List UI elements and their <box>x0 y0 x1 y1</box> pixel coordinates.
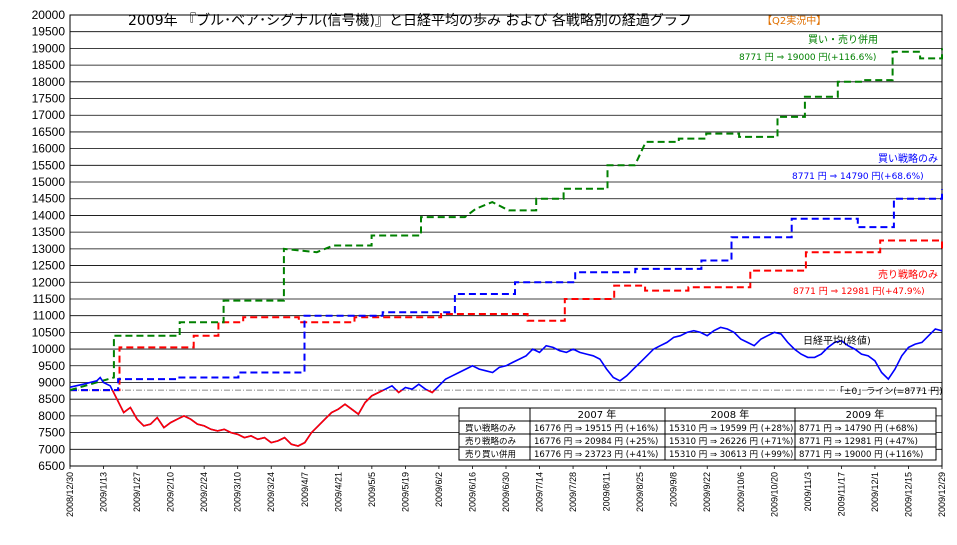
y-tick-label: 18000 <box>32 75 66 89</box>
x-tick-label: 2009/7/28 <box>568 472 578 512</box>
annotation-buy-detail: 8771 円 ⇒ 14790 円(+68.6%) <box>792 171 924 182</box>
y-tick-label: 8500 <box>38 392 65 406</box>
y-tick-label: 16000 <box>32 142 66 156</box>
x-tick-label: 2009/12/15 <box>903 472 913 517</box>
annotation-both-title: 買い・売り併用 <box>808 33 878 46</box>
table-row-label: 売り買い併用 <box>465 449 516 460</box>
x-tick-label: 2009/1/13 <box>99 472 109 512</box>
y-tick-label: 14500 <box>32 192 66 206</box>
table-cell: 8771 円 ⇒ 19000 円 (+116%) <box>799 450 923 460</box>
status-badge: 【Q2実況中】 <box>762 14 826 27</box>
y-tick-label: 7000 <box>38 442 65 456</box>
baseline-label: 「±0」ライン(=8771 円) <box>835 386 943 397</box>
table-cell: 8771 円 ⇒ 12981 円 (+47%) <box>799 437 918 447</box>
summary-table: 2007 年 2008 年 2009 年 買い戦略のみ 16776 円 ⇒ 19… <box>458 407 937 461</box>
table-cell: 15310 円 ⇒ 30613 円 (+99%) <box>669 450 793 460</box>
table-cell: 16776 円 ⇒ 20984 円 (+25%) <box>534 437 658 447</box>
y-tick-label: 12000 <box>32 275 66 289</box>
x-axis-ticks: 2008/12/30 2009/1/13 2009/1/27 2009/2/10 200… <box>65 466 947 517</box>
y-tick-label: 14000 <box>32 208 66 222</box>
x-tick-label: 2009/9/8 <box>669 472 679 507</box>
x-tick-label: 2009/11/3 <box>803 472 813 511</box>
y-tick-label: 9000 <box>38 375 65 389</box>
x-tick-label: 2009/12/29 <box>937 472 947 517</box>
plot-area <box>69 14 943 467</box>
y-axis-ticks: 6500 7000 7500 8000 8500 9000 9500 10000 10500 11… <box>32 8 66 473</box>
y-tick-label: 13000 <box>32 242 66 256</box>
y-tick-label: 8000 <box>38 409 65 423</box>
annotation-sell-detail: 8771 円 ⇒ 12981 円(+47.9%) <box>793 286 925 297</box>
x-tick-label: 2009/8/25 <box>635 472 645 512</box>
table-header-2009: 2009 年 <box>846 408 885 421</box>
x-tick-label: 2009/6/2 <box>434 472 444 507</box>
chart-title: 2009年 『ブル･ベア･シグナル(信号機)』と日経平均の歩み および 各戦略別… <box>128 12 692 29</box>
table-cell: 15310 円 ⇒ 26226 円 (+71%) <box>669 437 793 447</box>
table-header-2008: 2008 年 <box>711 408 750 421</box>
y-tick-label: 13500 <box>32 225 66 239</box>
annotation-both-detail: 8771 円 ⇒ 19000 円(+116.6%) <box>739 52 876 63</box>
y-tick-label: 17500 <box>32 92 66 106</box>
y-tick-label: 19000 <box>32 41 66 55</box>
y-tick-label: 16500 <box>32 125 66 139</box>
annotation-sell-title: 売り戦略のみ <box>878 268 938 281</box>
series-layer <box>69 48 943 447</box>
x-tick-label: 2009/4/21 <box>333 472 343 512</box>
x-tick-label: 2009/3/24 <box>266 472 276 512</box>
x-tick-label: 2009/7/14 <box>535 472 545 512</box>
y-tick-label: 6500 <box>38 459 65 473</box>
x-tick-label: 2009/6/30 <box>501 472 511 512</box>
series-line <box>70 189 943 392</box>
y-tick-label: 7500 <box>38 426 65 440</box>
y-tick-label: 15000 <box>32 175 66 189</box>
y-tick-label: 12500 <box>32 259 66 273</box>
annotation-nikkei-title: 日経平均(終値) <box>803 334 871 347</box>
x-tick-label: 2009/10/20 <box>769 472 779 517</box>
grid <box>69 14 943 467</box>
x-tick-label: 2009/4/7 <box>300 472 310 507</box>
table-cell: 15310 円 ⇒ 19599 円 (+28%) <box>669 424 793 434</box>
x-tick-label: 2009/3/10 <box>233 472 243 512</box>
y-tick-label: 11500 <box>33 292 66 306</box>
y-tick-label: 19500 <box>32 25 66 39</box>
y-tick-label: 10000 <box>32 342 66 356</box>
y-tick-label: 10500 <box>32 325 66 339</box>
x-tick-label: 2009/10/6 <box>736 472 746 512</box>
x-tick-label: 2009/6/16 <box>467 472 477 512</box>
x-tick-label: 2009/12/1 <box>870 472 880 512</box>
y-tick-label: 9500 <box>38 359 65 373</box>
x-tick-label: 2009/1/27 <box>132 472 142 512</box>
table-cell: 16776 円 ⇒ 23723 円 (+41%) <box>534 450 658 460</box>
x-tick-label: 2009/8/11 <box>602 472 612 511</box>
x-tick-label: 2009/5/19 <box>400 472 410 512</box>
table-row-label: 買い戦略のみ <box>465 423 517 434</box>
y-tick-label: 15500 <box>32 158 66 172</box>
y-tick-label: 20000 <box>32 8 66 22</box>
table-cell: 8771 円 ⇒ 14790 円 (+68%) <box>799 424 918 434</box>
x-tick-label: 2008/12/30 <box>65 472 75 517</box>
table-row-label: 売り戦略のみ <box>465 436 517 447</box>
series-line <box>70 239 943 392</box>
series-line-nikkei-below-baseline <box>111 390 436 447</box>
table-cell: 16776 円 ⇒ 19515 円 (+16%) <box>534 424 658 434</box>
x-tick-label: 2009/2/24 <box>199 472 209 512</box>
table-header-2007: 2007 年 <box>578 408 617 421</box>
annotation-buy-title: 買い戦略のみ <box>878 152 938 165</box>
x-tick-label: 2009/9/22 <box>702 472 712 512</box>
y-tick-label: 17000 <box>32 108 66 122</box>
y-tick-label: 18500 <box>32 58 66 72</box>
x-tick-label: 2009/2/10 <box>166 472 176 512</box>
y-tick-label: 11000 <box>33 309 66 323</box>
x-tick-label: 2009/5/5 <box>367 472 377 507</box>
x-tick-label: 2009/11/17 <box>836 472 846 516</box>
